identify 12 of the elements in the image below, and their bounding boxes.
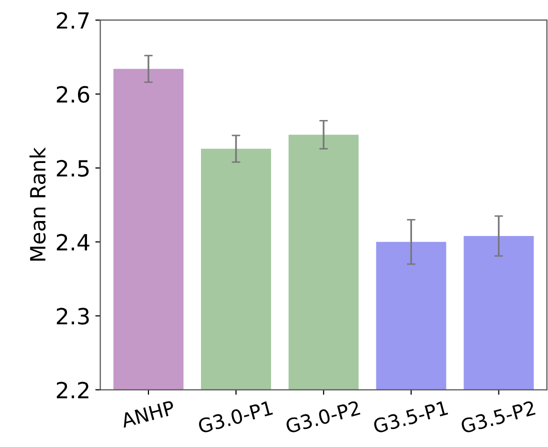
y-tick-label: 2.5 <box>56 160 89 177</box>
x-tick-label: ANHP <box>120 400 176 428</box>
x-tick-label: G3.0-P2 <box>285 400 360 434</box>
x-tick-label: G3.5-P1 <box>372 400 448 434</box>
y-axis-title: Mean Rank <box>30 147 46 261</box>
y-tick-label: 2.2 <box>56 382 88 398</box>
y-tick-label: 2.4 <box>56 234 90 250</box>
x-tick-label: G3.0-P1 <box>197 400 273 434</box>
y-tick-label: 2.7 <box>56 12 89 29</box>
x-tick-label: G3.5-P2 <box>460 400 536 434</box>
y-tick-label: 2.6 <box>56 86 90 103</box>
y-tick-label: 2.3 <box>56 308 89 325</box>
